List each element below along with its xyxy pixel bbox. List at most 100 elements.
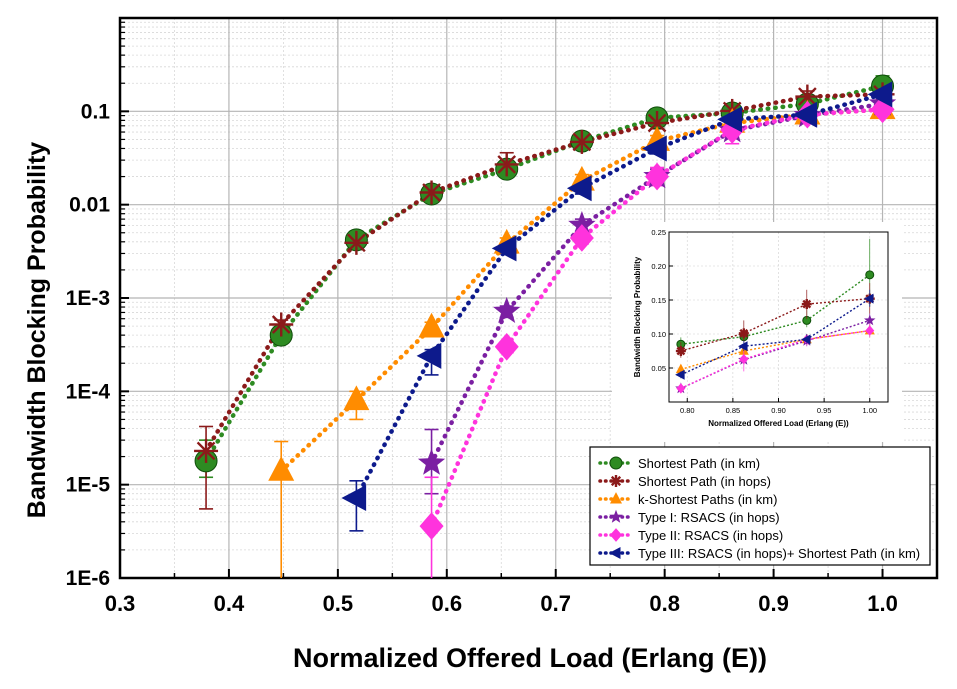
- data-point: [268, 456, 295, 481]
- legend-marker: [610, 492, 622, 504]
- data-point: [343, 385, 370, 411]
- inset-y-tick-label: 0.25: [651, 228, 666, 237]
- data-point: [419, 180, 444, 205]
- y-tick-label: 1E-6: [66, 567, 110, 590]
- inset-chart: 0.80 0.85 0.90 0.95 1.00 0.05 0.10 0.15 0.20 0.25…: [612, 222, 902, 442]
- inset-data-point: [864, 314, 876, 326]
- inset-data-point: [865, 325, 875, 336]
- asterisk-stroke: [798, 87, 817, 106]
- inset-data-point: [675, 369, 685, 380]
- y-tick-label: 1E-3: [66, 287, 110, 310]
- legend-marker: [610, 475, 622, 487]
- y-tick-label: 0.1: [81, 100, 111, 123]
- x-tick-label: 0.7: [540, 591, 571, 616]
- legend-label: Shortest Path (in km): [638, 456, 760, 471]
- data-point: [720, 116, 745, 144]
- x-tick-label: 0.6: [432, 591, 463, 616]
- asterisk-stroke: [572, 132, 592, 152]
- inset-data-point: [865, 270, 875, 280]
- legend-marker: [609, 547, 621, 559]
- inset-data-point: [738, 341, 748, 352]
- inset-y-tick-label: 0.20: [651, 262, 666, 271]
- legend-label: k-Shortest Paths (in km): [638, 492, 777, 507]
- inset-x-tick-label: 0.90: [771, 406, 786, 415]
- inset-background: [612, 222, 902, 442]
- data-point: [341, 484, 367, 511]
- asterisk-stroke: [497, 155, 517, 174]
- data-point: [568, 211, 596, 237]
- inset-y-tick-label: 0.15: [651, 296, 666, 305]
- data-point: [566, 175, 592, 202]
- inset-x-tick-label: 1.00: [862, 406, 877, 415]
- inset-x-tick-label: 0.95: [817, 406, 832, 415]
- x-tick-label: 0.4: [214, 591, 245, 616]
- asterisk-stroke: [347, 233, 366, 253]
- asterisk-stroke: [739, 328, 749, 338]
- data-point: [792, 101, 818, 128]
- data-point: [645, 162, 670, 191]
- data-point: [194, 438, 219, 463]
- inset-y-tick-label: 0.10: [651, 330, 666, 339]
- data-point: [491, 235, 517, 262]
- legend-marker: [610, 528, 622, 542]
- asterisk-stroke: [196, 441, 216, 461]
- legend-marker: [609, 509, 623, 523]
- y-tick-label: 1E-5: [66, 474, 111, 497]
- data-point: [569, 129, 594, 154]
- data-point: [493, 296, 521, 323]
- y-tick-label: 1E-4: [66, 380, 111, 403]
- inset-data-point: [801, 299, 812, 310]
- data-point: [569, 224, 594, 252]
- inset-series-line-2: [680, 297, 870, 352]
- inset-y-tick-label: 0.05: [651, 364, 666, 373]
- legend: Shortest Path (in km) Shortest Path (in h…: [589, 446, 931, 566]
- data-point: [417, 448, 446, 475]
- y-axis-title: Bandwidth Blocking Probability: [23, 142, 51, 519]
- legend-box: [589, 446, 931, 566]
- inset-data-point: [801, 334, 811, 345]
- legend-label: Shortest Path (in hops): [638, 474, 771, 489]
- axes: 0.3 0.4 0.5 0.6 0.7 0.8 0.9 1.0 1E-6 1E-5 1E-4 1E-3…: [66, 16, 939, 616]
- data-point: [867, 81, 893, 108]
- inset-data-point: [739, 353, 749, 365]
- inset-series-line-3: [680, 329, 870, 371]
- y-tick-label: 0.01: [69, 194, 110, 217]
- asterisk-stroke: [802, 299, 812, 309]
- asterisk-stroke: [647, 113, 667, 133]
- inset-series-line-6: [680, 298, 871, 376]
- x-tick-label: 0.5: [323, 591, 354, 616]
- series-markers: [194, 74, 897, 540]
- data-point: [795, 84, 820, 109]
- x-axis-title: Normalized Offered Load (Erlang (E)): [293, 643, 767, 673]
- x-tick-label: 0.8: [649, 591, 680, 616]
- x-tick-label: 1.0: [867, 591, 898, 616]
- inset-y-axis-title: Bandwidth Blocking Probability: [633, 256, 642, 377]
- inset-series-line-4: [680, 319, 871, 390]
- asterisk-stroke: [271, 315, 291, 334]
- inset-x-tick-label: 0.80: [680, 406, 695, 415]
- inset-data-point: [738, 328, 749, 339]
- inset-data-point: [675, 346, 686, 356]
- data-point: [642, 135, 667, 162]
- legend-label: Type I: RSACS (in hops): [638, 510, 780, 525]
- series-line-2: [203, 92, 885, 454]
- legend-label: Type III: RSACS (in hops)+ Shortest Path…: [638, 546, 920, 561]
- inset-data-point: [864, 293, 874, 304]
- data-point: [418, 312, 445, 338]
- series-line-1: [203, 83, 885, 464]
- data-point: [494, 333, 519, 361]
- asterisk-stroke: [676, 346, 686, 356]
- data-point: [419, 512, 444, 540]
- legend-label: Type II: RSACS (in hops): [638, 528, 783, 543]
- x-tick-label: 0.9: [758, 591, 789, 616]
- data-point: [344, 230, 369, 255]
- data-point: [416, 342, 442, 369]
- data-point: [494, 152, 519, 177]
- inset-data-point: [676, 383, 686, 394]
- asterisk-stroke: [422, 183, 441, 202]
- inset-x-tick-label: 0.85: [726, 406, 741, 415]
- legend-marker: [609, 456, 623, 470]
- data-point: [717, 106, 742, 133]
- x-tick-label: 0.3: [105, 591, 136, 616]
